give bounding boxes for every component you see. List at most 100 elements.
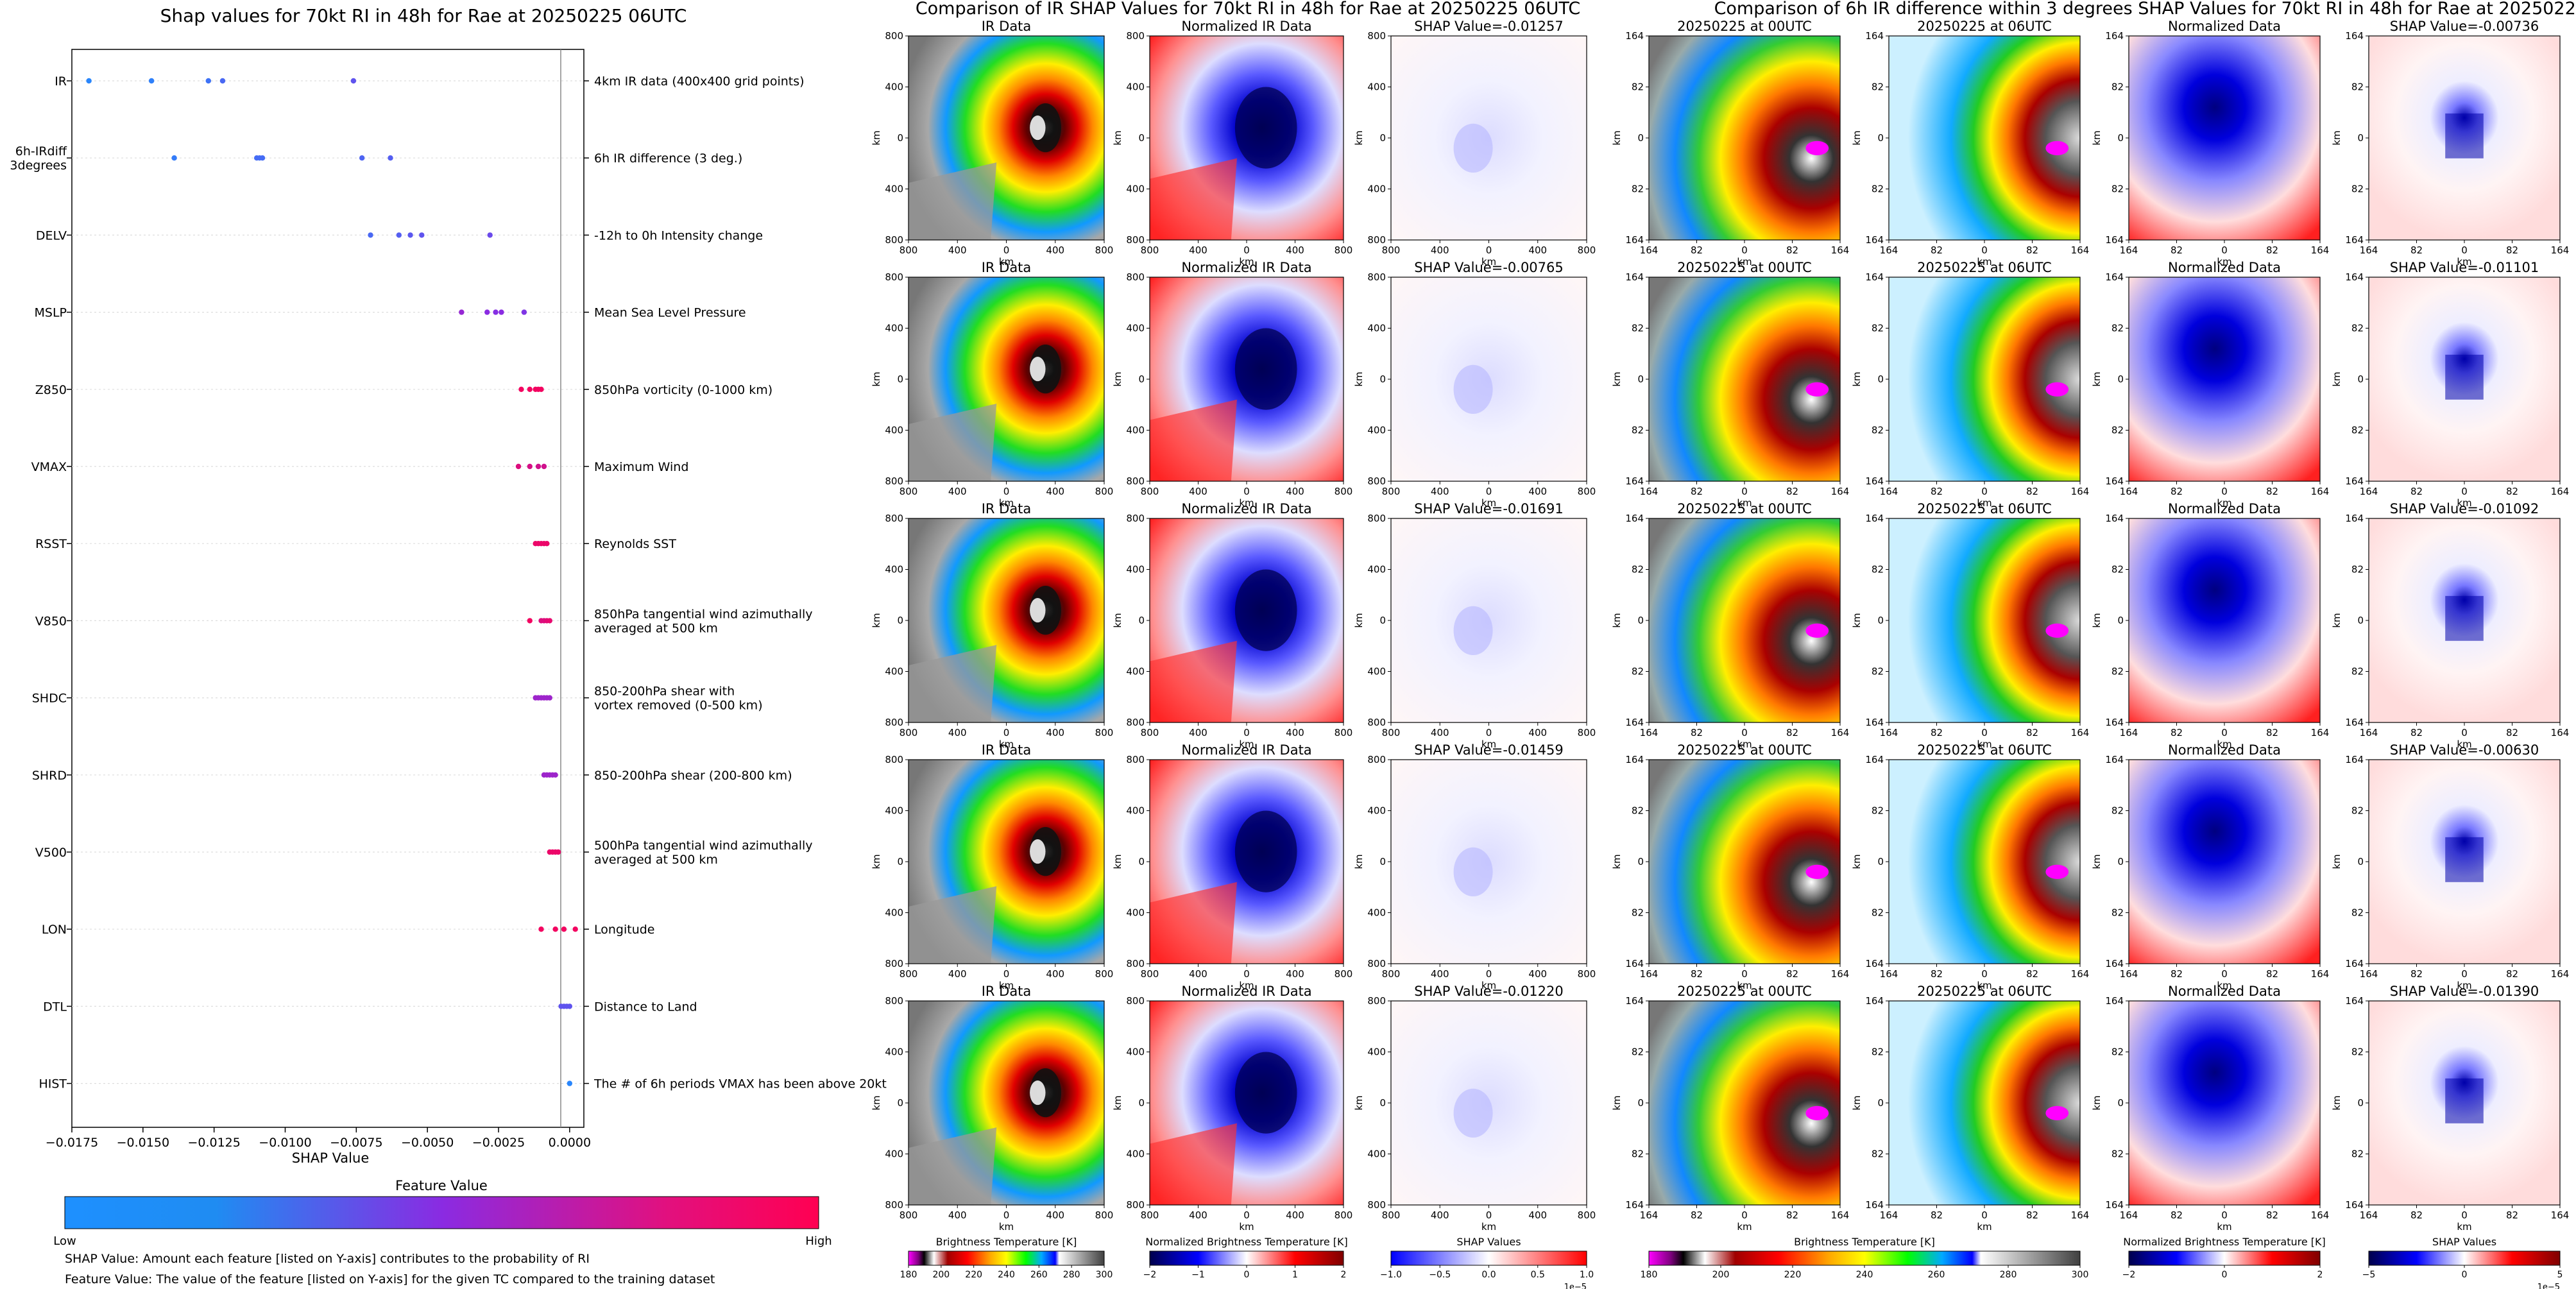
colorbar-tick-label: −5 [2362, 1270, 2376, 1280]
y-tick-label: 400 [1367, 907, 1386, 919]
y-tick-label: 800 [1126, 995, 1145, 1007]
subplot-image [1649, 36, 1840, 240]
x-axis-label: km [1481, 738, 1496, 750]
y-tick-label: 164 [1865, 1199, 1884, 1211]
colorbar-bar [2368, 1251, 2561, 1266]
feature-row: DTL Distance to Land [43, 1000, 697, 1014]
feature-name: VMAX [31, 460, 67, 474]
y-tick-label: 400 [885, 81, 903, 93]
colorbar-label: Brightness Temperature [K] [1794, 1236, 1935, 1248]
y-tick-label: 82 [1872, 564, 1884, 576]
y-tick-label: 164 [1625, 234, 1644, 246]
y-tick-label: 400 [885, 1046, 903, 1058]
x-axis-label: km [1239, 738, 1254, 750]
colorbar-tick-label: 180 [1641, 1270, 1658, 1280]
diff-shap-panel: Comparison of 6h IR difference within 3 … [1611, 0, 2576, 1233]
y-tick-label: 164 [2105, 717, 2124, 728]
x-tick-label: 0 [1243, 727, 1250, 738]
shap-point [484, 309, 490, 315]
y-tick-label: 164 [2345, 234, 2364, 246]
x-tick-label: 164 [2071, 244, 2090, 256]
y-axis-label: km [1851, 130, 1863, 145]
y-tick-label: 82 [1632, 907, 1644, 919]
warm-region [1150, 1123, 1237, 1205]
image-subplot: 20250225 at 00UTC1641648282008282164164k… [1611, 984, 1849, 1233]
feature-name: 6h-IRdiff [15, 144, 67, 158]
y-tick-label: 800 [885, 995, 903, 1007]
subplot-title: 20250225 at 00UTC [1677, 260, 1812, 275]
y-tick-label: 400 [1126, 564, 1145, 576]
y-tick-label: 800 [885, 475, 903, 487]
x-tick-label: 82 [2266, 727, 2278, 738]
y-tick-label: 164 [2105, 234, 2124, 246]
y-tick-label: 0 [1877, 373, 1884, 385]
image-subplot: 20250225 at 06UTC1641648282008282164164k… [1851, 984, 2089, 1233]
x-tick-label: 82 [2171, 486, 2183, 497]
x-tick-label: 164 [2360, 968, 2378, 980]
y-tick-label: 82 [1872, 323, 1884, 334]
y-axis-label: km [1353, 1095, 1365, 1110]
y-tick-label: 800 [1126, 30, 1145, 42]
x-tick-label: 0 [1486, 1209, 1492, 1221]
y-tick-label: 82 [2111, 323, 2124, 334]
feature-name: MSLP [35, 306, 67, 320]
x-tick-label: 0 [2221, 968, 2228, 980]
y-axis-label: km [1611, 130, 1623, 145]
x-axis-label: km [2217, 497, 2231, 509]
x-tick-label: −0.0050 [401, 1136, 454, 1150]
y-tick-label: 0 [1379, 132, 1386, 144]
subplot-title: IR Data [982, 984, 1032, 999]
eye-marker [1805, 141, 1829, 156]
colorbar-low-label: Low [53, 1234, 76, 1248]
x-tick-label: 0 [1741, 244, 1748, 256]
y-tick-label: 400 [885, 1148, 903, 1160]
feature-name: V850 [35, 614, 67, 628]
subplot-image [1889, 518, 2080, 722]
eye-marker [1805, 1105, 1829, 1121]
feature-description: 850hPa tangential wind azimuthally [594, 607, 813, 621]
x-axis-label: km [2457, 980, 2471, 991]
y-tick-label: 164 [1865, 958, 1884, 969]
y-tick-label: 0 [1138, 132, 1145, 144]
y-tick-label: 82 [2111, 1148, 2124, 1160]
feature-row: MSLP Mean Sea Level Pressure [35, 306, 746, 320]
y-tick-label: 0 [1877, 615, 1884, 626]
colorbar-label: SHAP Values [2432, 1236, 2496, 1248]
colorbar-tick-label: 5 [2557, 1270, 2563, 1280]
y-axis-label: km [1611, 371, 1623, 386]
y-tick-label: 400 [1126, 1148, 1145, 1160]
storm-eye [1030, 1080, 1046, 1105]
x-tick-label: 800 [900, 968, 918, 980]
shap-point [359, 155, 365, 161]
x-tick-label: 0 [2461, 244, 2468, 256]
subplot-title: SHAP Value=-0.00765 [1414, 260, 1564, 275]
feature-row: V500 500hPa tangential wind azimuthallyav… [35, 839, 813, 867]
y-tick-label: 400 [885, 805, 903, 817]
feature-row: V850 850hPa tangential wind azimuthallyav… [35, 607, 813, 635]
x-tick-label: 82 [1691, 968, 1703, 980]
y-axis-label: km [1851, 613, 1863, 627]
y-axis-label: km [2331, 613, 2342, 627]
subplot-title: SHAP Value=-0.01257 [1414, 19, 1564, 34]
subplot-title: SHAP Value=-0.00630 [2390, 742, 2539, 758]
y-tick-label: 82 [2351, 184, 2364, 195]
warm-region [1150, 640, 1237, 722]
subplot-title: IR Data [982, 742, 1032, 758]
x-tick-label: 82 [2026, 727, 2038, 738]
x-tick-label: 800 [1335, 244, 1353, 256]
x-axis-label: km [2457, 1221, 2471, 1233]
subplot-title: 20250225 at 06UTC [1917, 501, 2052, 516]
colorbar-tick-label: −1.0 [1380, 1270, 1402, 1280]
feature-row: SHRD 850-200hPa shear (200-800 km) [32, 769, 792, 783]
subplot-title: SHAP Value=-0.01101 [2390, 260, 2539, 275]
colorbar-exponent: 1e−5 [2538, 1283, 2560, 1289]
x-tick-label: 0 [2221, 486, 2228, 497]
x-tick-label: 400 [1046, 727, 1064, 738]
subplot-title: SHAP Value=-0.00736 [2390, 19, 2539, 34]
shap-summary-panel: Shap values for 70kt RI in 48h for Rae a… [10, 5, 886, 1286]
shap-point [493, 309, 499, 315]
x-tick-label: 164 [1880, 727, 1898, 738]
y-axis-label: km [871, 613, 882, 627]
shap-blob [1453, 123, 1493, 173]
